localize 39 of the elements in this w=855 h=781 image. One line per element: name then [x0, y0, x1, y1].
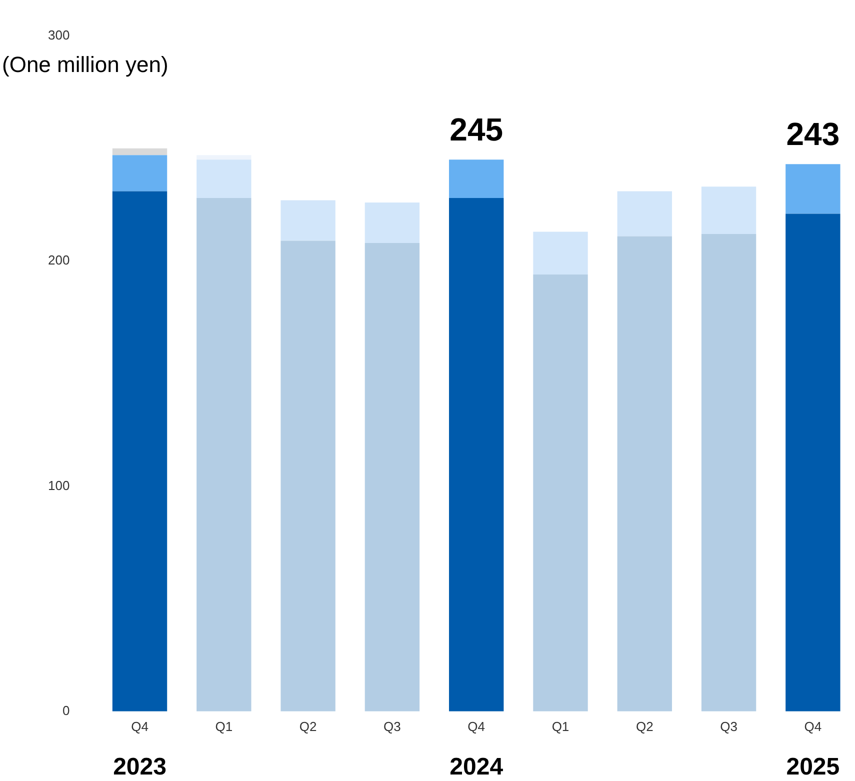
bar	[449, 198, 504, 712]
bar	[701, 234, 756, 712]
bar	[449, 160, 504, 198]
x-tick-label: Q4	[468, 718, 486, 734]
bar	[533, 274, 588, 712]
bar	[196, 155, 252, 160]
total-label: 243	[786, 116, 840, 152]
bar	[617, 191, 672, 236]
bar	[196, 198, 252, 712]
x-tick-label: Q1	[215, 718, 233, 734]
x-tick-label: Q4	[804, 718, 822, 734]
bar	[617, 236, 672, 712]
bar	[112, 148, 168, 156]
bar	[701, 186, 756, 234]
y-axis-title: (One million yen)	[2, 52, 168, 78]
bar	[786, 214, 840, 712]
bar	[364, 242, 420, 712]
bar	[533, 232, 588, 275]
x-tick-label: Q3	[384, 718, 401, 734]
text: 2024	[450, 754, 504, 781]
bar	[280, 240, 336, 712]
y-tick-label: 0	[62, 702, 70, 718]
bar	[112, 191, 168, 712]
y-tick-label: 100	[48, 478, 70, 493]
x-tick-label: Q2	[636, 718, 654, 734]
x-tick-label: Q2	[299, 718, 317, 734]
x-tick-label: Q3	[720, 718, 738, 734]
bar	[786, 164, 840, 214]
x-tick-label: Q1	[552, 718, 570, 734]
bar	[280, 200, 336, 241]
text: 2023	[113, 754, 166, 781]
total-label: 245	[450, 111, 504, 148]
x-tick-label: Q4	[131, 718, 148, 734]
bar	[112, 155, 168, 192]
y-tick-label: 200	[48, 252, 70, 268]
y-tick-label: 300	[48, 27, 70, 42]
bar	[364, 202, 420, 243]
bar	[196, 160, 252, 198]
text: 2025	[786, 754, 840, 781]
